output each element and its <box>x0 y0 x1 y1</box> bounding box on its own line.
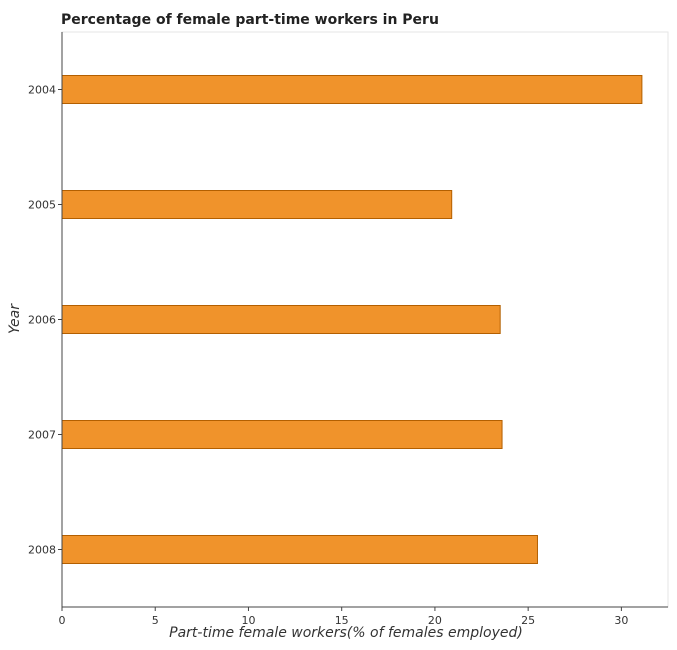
x-tick-label: 0 <box>59 614 66 627</box>
y-axis-label: Year <box>7 303 23 334</box>
bar-2006 <box>61 305 501 334</box>
y-tick-label: 2004 <box>28 84 56 97</box>
x-tick-label: 15 <box>335 614 349 627</box>
x-tick-label: 10 <box>241 614 255 627</box>
bar-2007 <box>61 420 503 449</box>
x-axis-label: Part-time female workers(% of females em… <box>169 625 523 641</box>
y-tick-label: 2005 <box>28 199 56 212</box>
x-tick-label: 20 <box>428 614 442 627</box>
bar-2008 <box>61 535 538 564</box>
y-tick-label: 2007 <box>28 429 56 442</box>
bar-2005 <box>61 190 453 219</box>
y-tick-label: 2006 <box>28 314 56 327</box>
bar-2004 <box>61 75 643 104</box>
y-tick-label: 2008 <box>28 544 56 557</box>
x-ticks: 0 5 10 15 20 25 30 <box>59 607 628 627</box>
y-ticks: 2004 2005 2006 2007 2008 <box>28 84 62 557</box>
x-tick-label: 30 <box>614 614 628 627</box>
bars-group <box>61 75 643 564</box>
x-tick-label: 5 <box>152 614 159 627</box>
chart-title: Percentage of female part-time workers i… <box>61 12 439 28</box>
x-tick-label: 25 <box>521 614 535 627</box>
